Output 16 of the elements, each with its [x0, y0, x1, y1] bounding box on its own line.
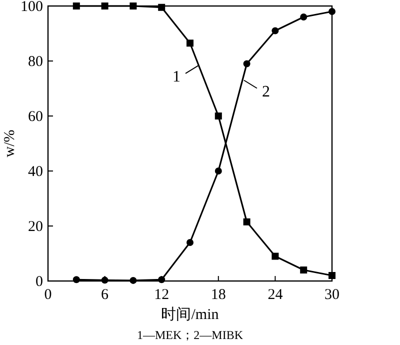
x-tick-label: 6 — [101, 287, 110, 303]
y-tick-label: 0 — [36, 274, 43, 290]
y-tick-label: 80 — [28, 54, 43, 70]
y-tick-label: 20 — [28, 219, 43, 235]
x-tick-label: 24 — [268, 287, 284, 303]
x-tick-label: 18 — [210, 287, 226, 303]
y-tick-label: 100 — [20, 0, 43, 15]
y-tick-label: 60 — [28, 109, 43, 125]
x-axis-title: 时间/min — [161, 306, 220, 323]
x-tick-label: 30 — [324, 287, 340, 303]
annotation: 2 — [262, 83, 270, 100]
y-tick-label: 40 — [28, 164, 43, 180]
text: 1—MEK；2—MIBK — [136, 328, 244, 342]
y-axis-title: w/% — [2, 130, 18, 158]
annotation: 1 — [172, 68, 181, 86]
x-tick-label: 12 — [154, 287, 170, 303]
